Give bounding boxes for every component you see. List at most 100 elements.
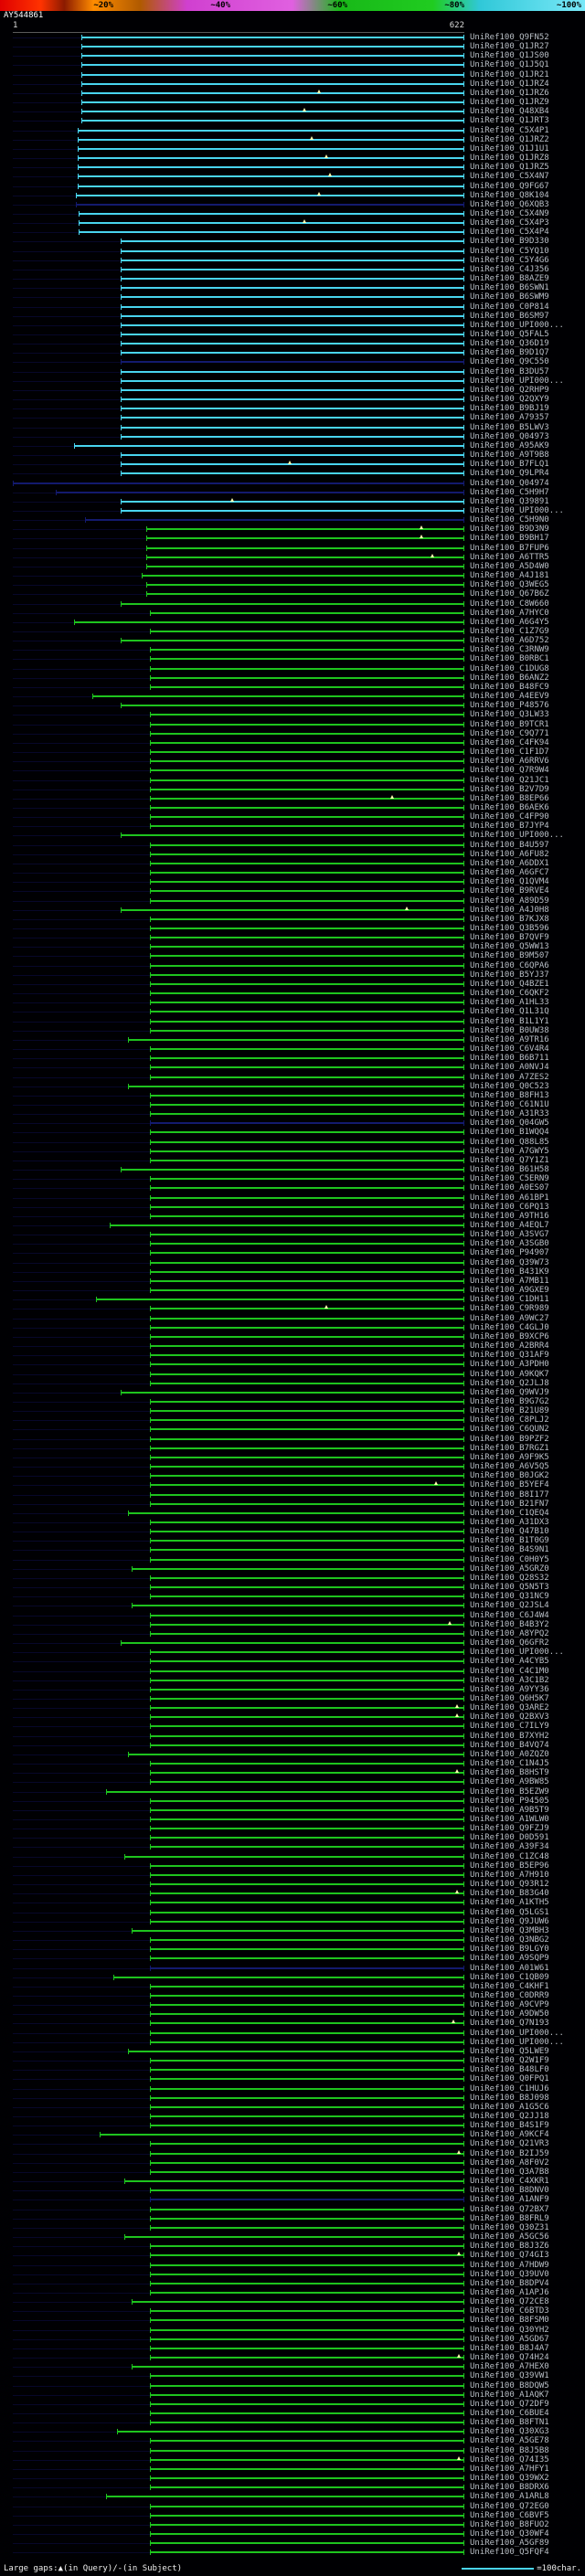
hit-bar[interactable] — [150, 1659, 464, 1665]
hit-row[interactable]: UniRef100_Q1JRZ8 — [0, 154, 585, 163]
hit-label[interactable]: UniRef100_Q04974 — [470, 478, 549, 488]
hit-row[interactable]: UniRef100_B9M507 — [0, 951, 585, 960]
hit-bar[interactable] — [121, 266, 464, 272]
hit-row[interactable]: UniRef100_B7KJX8 — [0, 915, 585, 924]
hit-label[interactable]: UniRef100_Q39WX2 — [470, 2474, 549, 2484]
hit-bar[interactable] — [150, 888, 464, 895]
hit-row[interactable]: UniRef100_UPI000... — [0, 1648, 585, 1657]
hit-label[interactable]: UniRef100_C1Z7G9 — [470, 627, 549, 636]
hit-label[interactable]: UniRef100_B1T0G9 — [470, 1536, 549, 1546]
hit-label[interactable]: UniRef100_Q1JR21 — [470, 69, 549, 80]
hit-bar[interactable] — [132, 2364, 464, 2370]
hit-label[interactable]: UniRef100_B2IJ59 — [470, 2148, 549, 2158]
hit-label[interactable]: UniRef100_A6G4Y5 — [470, 617, 549, 627]
hit-bar[interactable] — [150, 2475, 464, 2482]
hit-row[interactable]: UniRef100_Q04974 — [0, 479, 585, 488]
hit-bar[interactable] — [150, 1965, 464, 1971]
hit-row[interactable]: UniRef100_B8J5B8 — [0, 2446, 585, 2455]
hit-row[interactable]: UniRef100_C1QB09 — [0, 1973, 585, 1982]
hit-label[interactable]: UniRef100_Q2JLJ8 — [470, 1378, 549, 1388]
hit-bar[interactable] — [150, 2104, 464, 2110]
hit-bar[interactable] — [77, 127, 465, 133]
hit-bar[interactable] — [150, 2336, 464, 2342]
hit-row[interactable]: UniRef100_Q5WW13 — [0, 942, 585, 951]
hit-bar[interactable] — [91, 694, 465, 700]
hit-label[interactable]: UniRef100_B48LF0 — [470, 2065, 549, 2075]
hit-bar[interactable] — [150, 2076, 464, 2083]
hit-row[interactable]: UniRef100_A9F9K5 — [0, 1453, 585, 1462]
hit-bar[interactable] — [150, 684, 464, 690]
hit-bar[interactable] — [146, 545, 464, 551]
hit-label[interactable]: UniRef100_C5X4P1 — [470, 125, 549, 135]
hit-label[interactable]: UniRef100_A31R33 — [470, 1109, 549, 1119]
hit-bar[interactable] — [150, 2280, 464, 2286]
hit-row[interactable]: UniRef100_C6BTD3 — [0, 2306, 585, 2316]
hit-row[interactable]: UniRef100_A9KQK7 — [0, 1370, 585, 1379]
hit-bar[interactable] — [150, 1185, 464, 1192]
hit-bar[interactable] — [150, 1380, 464, 1386]
hit-bar[interactable] — [150, 804, 464, 811]
hit-bar[interactable] — [150, 2159, 464, 2166]
hit-row[interactable]: UniRef100_A9BW85 — [0, 1777, 585, 1786]
hit-bar[interactable] — [150, 1268, 464, 1275]
hit-label[interactable]: UniRef100_Q0C523 — [470, 1081, 549, 1091]
hit-label[interactable]: UniRef100_A1KTH5 — [470, 1898, 549, 1908]
hit-label[interactable]: UniRef100_P94907 — [470, 1248, 549, 1258]
hit-row[interactable]: UniRef100_C6QPA6 — [0, 961, 585, 970]
hit-label[interactable]: UniRef100_A9BW85 — [470, 1777, 549, 1787]
hit-label[interactable]: UniRef100_Q28S32 — [470, 1573, 549, 1583]
hit-row[interactable]: UniRef100_C3RNW9 — [0, 645, 585, 654]
hit-row[interactable]: UniRef100_C4XKR1 — [0, 2177, 585, 2186]
hit-row[interactable]: UniRef100_Q1JRZ9 — [0, 98, 585, 107]
hit-label[interactable]: UniRef100_Q9FZJ9 — [470, 1824, 549, 1834]
hit-row[interactable]: UniRef100_Q5FAL5 — [0, 330, 585, 339]
hit-bar[interactable] — [146, 563, 464, 569]
hit-label[interactable]: UniRef100_Q72EG0 — [470, 2501, 549, 2511]
hit-row[interactable]: UniRef100_B9G7G2 — [0, 1397, 585, 1406]
hit-row[interactable]: UniRef100_A31R33 — [0, 1109, 585, 1118]
hit-row[interactable]: UniRef100_C5H9N0 — [0, 515, 585, 525]
hit-row[interactable]: UniRef100_A3PDH0 — [0, 1360, 585, 1369]
hit-label[interactable]: UniRef100_B9XCP6 — [470, 1331, 549, 1341]
hit-row[interactable]: UniRef100_B8FRL9 — [0, 2214, 585, 2223]
hit-label[interactable]: UniRef100_C5X4N9 — [470, 208, 549, 218]
hit-bar[interactable] — [150, 935, 464, 941]
hit-bar[interactable] — [146, 525, 464, 533]
hit-row[interactable]: UniRef100_B7FLQ1 — [0, 460, 585, 469]
hit-bar[interactable] — [150, 1250, 464, 1256]
hit-row[interactable]: UniRef100_B9LGY0 — [0, 1945, 585, 1954]
hit-label[interactable]: UniRef100_C4FK94 — [470, 737, 549, 747]
hit-row[interactable]: UniRef100_Q2W1F9 — [0, 2056, 585, 2065]
hit-bar[interactable] — [150, 1835, 464, 1841]
hit-label[interactable]: UniRef100_B7XYH2 — [470, 1731, 549, 1741]
hit-label[interactable]: UniRef100_C6BTD3 — [470, 2306, 549, 2316]
hit-row[interactable]: UniRef100_Q39UV0 — [0, 2270, 585, 2279]
hit-row[interactable]: UniRef100_A0NVJ4 — [0, 1063, 585, 1072]
hit-label[interactable]: UniRef100_A9KQK7 — [470, 1369, 549, 1379]
hit-bar[interactable] — [150, 1844, 464, 1850]
hit-label[interactable]: UniRef100_A5GD67 — [470, 2334, 549, 2344]
hit-label[interactable]: UniRef100_Q5WW13 — [470, 942, 549, 952]
hit-label[interactable]: UniRef100_Q93R12 — [470, 1880, 549, 1890]
hit-row[interactable]: UniRef100_A5D4W0 — [0, 562, 585, 571]
hit-bar[interactable] — [150, 2123, 464, 2129]
hit-row[interactable]: UniRef100_C1N4J5 — [0, 1759, 585, 1768]
hit-bar[interactable] — [150, 1871, 464, 1878]
hit-label[interactable]: UniRef100_A7GWY5 — [470, 1146, 549, 1156]
hit-bar[interactable] — [150, 2094, 464, 2101]
hit-label[interactable]: UniRef100_UPI000... — [470, 320, 564, 330]
hit-label[interactable]: UniRef100_C6BUE4 — [470, 2409, 549, 2418]
hit-row[interactable]: UniRef100_A4J181 — [0, 571, 585, 580]
hit-row[interactable]: UniRef100_A9CVP9 — [0, 2000, 585, 2009]
hit-row[interactable]: UniRef100_B431K9 — [0, 1267, 585, 1277]
hit-label[interactable]: UniRef100_B8J098 — [470, 2093, 549, 2103]
hit-label[interactable]: UniRef100_A89D59 — [470, 896, 549, 906]
hit-bar[interactable] — [150, 1408, 464, 1415]
hit-row[interactable]: UniRef100_B6SM97 — [0, 312, 585, 321]
hit-bar[interactable] — [150, 1900, 464, 1906]
hit-bar[interactable] — [150, 2085, 464, 2092]
hit-bar[interactable] — [150, 2114, 464, 2119]
hit-row[interactable]: UniRef100_Q2JLJ8 — [0, 1379, 585, 1388]
hit-label[interactable]: UniRef100_B8DRX6 — [470, 2483, 549, 2493]
hit-bar[interactable] — [150, 1018, 464, 1024]
